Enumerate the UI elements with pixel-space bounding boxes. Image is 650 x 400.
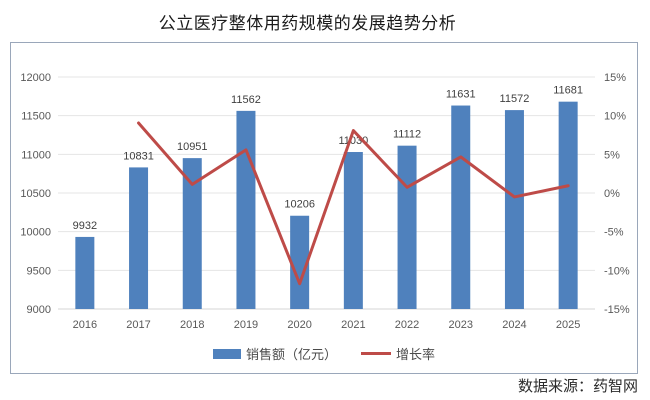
chart-legend: 销售额（亿元） 增长率 <box>11 344 637 363</box>
svg-text:2023: 2023 <box>449 319 473 331</box>
chart-frame: 9000 9500 10000 10500 11000 11500 12000 -15% -10… <box>10 42 638 374</box>
svg-text:9000: 9000 <box>27 304 51 316</box>
data-source-label: 数据来源：药智网 <box>517 378 638 395</box>
svg-text:-10%: -10% <box>604 265 630 277</box>
svg-text:2021: 2021 <box>341 319 365 331</box>
growth-series-label: 增长率 <box>396 347 436 362</box>
svg-text:2018: 2018 <box>180 319 204 331</box>
legend-item-growth: 增长率 <box>361 344 435 363</box>
svg-text:2024: 2024 <box>502 319 526 331</box>
sales-series-label: 销售额（亿元） <box>245 347 337 362</box>
svg-text:11572: 11572 <box>500 93 530 105</box>
svg-text:9500: 9500 <box>27 265 51 277</box>
svg-text:2025: 2025 <box>556 319 580 331</box>
legend-item-sales: 销售额（亿元） <box>212 344 337 363</box>
svg-text:9932: 9932 <box>73 220 97 232</box>
svg-text:10951: 10951 <box>177 141 208 153</box>
sales-series-swatch <box>212 348 241 359</box>
svg-text:15%: 15% <box>604 72 626 84</box>
svg-text:-15%: -15% <box>604 304 630 316</box>
svg-text:11000: 11000 <box>21 149 51 161</box>
svg-text:11500: 11500 <box>21 111 51 123</box>
svg-text:2017: 2017 <box>126 319 150 331</box>
svg-text:-5%: -5% <box>604 227 624 239</box>
svg-text:11681: 11681 <box>553 85 583 97</box>
svg-text:0%: 0% <box>604 188 620 200</box>
svg-text:5%: 5% <box>604 149 620 161</box>
svg-text:10000: 10000 <box>20 227 51 239</box>
svg-text:10831: 10831 <box>123 150 154 162</box>
svg-text:2022: 2022 <box>395 319 419 331</box>
svg-text:12000: 12000 <box>20 72 51 84</box>
svg-text:11112: 11112 <box>393 129 421 141</box>
svg-text:10%: 10% <box>604 111 626 123</box>
svg-text:2019: 2019 <box>234 319 258 331</box>
svg-text:11631: 11631 <box>446 89 476 101</box>
trend-combo-chart: 9000 9500 10000 10500 11000 11500 12000 -15% -10… <box>20 72 630 331</box>
svg-text:10500: 10500 <box>20 188 51 200</box>
svg-text:11562: 11562 <box>231 94 261 106</box>
svg-text:10206: 10206 <box>284 199 315 211</box>
svg-text:2020: 2020 <box>287 319 311 331</box>
page-title: 公立医疗整体用药规模的发展趋势分析 <box>158 14 457 33</box>
growth-series-swatch <box>361 352 391 355</box>
svg-text:2016: 2016 <box>73 319 97 331</box>
